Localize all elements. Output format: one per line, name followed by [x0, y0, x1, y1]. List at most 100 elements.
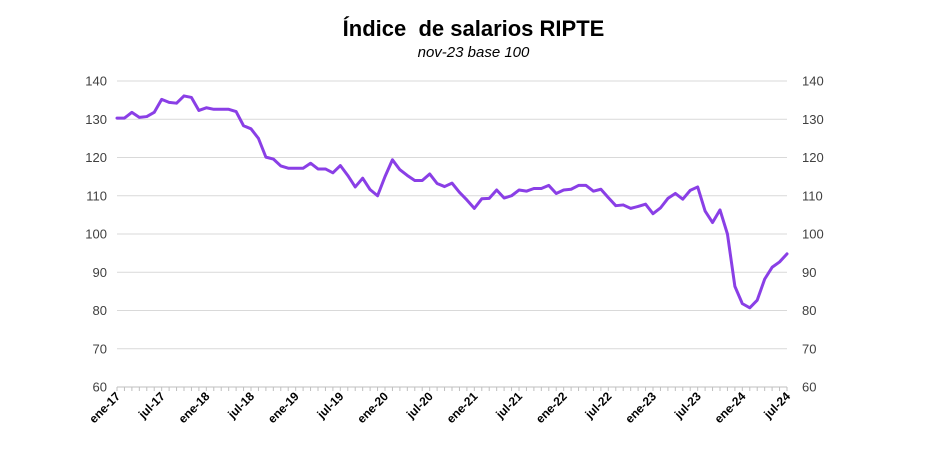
y-axis-left-labels: 60 70 80 90 100 110 120 130 140 [85, 74, 107, 395]
data-point [227, 108, 230, 111]
data-point [555, 192, 558, 195]
x-tick-label: jul-19 [314, 389, 347, 422]
data-point [160, 98, 163, 101]
y-tick-label-left: 140 [85, 74, 107, 89]
data-point [696, 185, 699, 189]
data-point [428, 172, 431, 176]
data-point [756, 298, 759, 302]
data-point [413, 179, 416, 182]
data-point [636, 205, 640, 208]
gridlines [117, 80, 787, 350]
data-point [153, 111, 156, 114]
data-point [406, 174, 409, 177]
data-point [421, 179, 424, 182]
data-point [398, 168, 402, 171]
x-tick-label: jul-18 [224, 389, 257, 422]
data-point [220, 108, 223, 111]
data-point [130, 111, 134, 114]
data-point [115, 116, 119, 120]
data-point [689, 189, 692, 192]
x-tick-label: jul-20 [403, 389, 436, 422]
series-lines [115, 94, 789, 310]
data-point [346, 174, 349, 177]
x-tick-label: ene-21 [444, 389, 481, 426]
data-point [182, 94, 186, 98]
y-tick-label-right: 110 [802, 188, 823, 203]
data-point [480, 197, 483, 201]
data-point [458, 191, 461, 194]
data-point [540, 187, 543, 190]
x-tick-label: jul-22 [582, 389, 615, 422]
data-point [383, 175, 387, 178]
x-tick-label: jul-17 [135, 389, 168, 422]
y-tick-label-right: 120 [802, 150, 824, 165]
data-point [629, 207, 632, 210]
x-tick-label: ene-19 [265, 389, 302, 426]
data-point [272, 157, 275, 161]
y-tick-label-right: 100 [802, 227, 824, 242]
chart-subtitle: nov-23 base 100 [417, 44, 530, 61]
x-tick-label: ene-18 [176, 389, 213, 426]
y-tick-label-left: 60 [93, 380, 107, 395]
x-tick-label: jul-23 [671, 389, 704, 422]
x-tick-label: jul-24 [760, 389, 793, 422]
data-point [167, 101, 171, 104]
y-tick-label-left: 130 [85, 112, 107, 127]
data-point [703, 209, 707, 213]
y-tick-label-left: 80 [93, 303, 107, 318]
data-point [525, 189, 528, 193]
data-point [592, 189, 595, 193]
x-axis-labels: ene-17 jul-17 ene-18 jul-18 ene-19 jul-19 ene-… [86, 389, 793, 426]
data-point [562, 188, 565, 192]
data-point [495, 188, 498, 192]
x-tick-label: ene-20 [354, 389, 391, 426]
y-tick-label-left: 100 [85, 227, 107, 242]
data-point [770, 266, 774, 269]
data-point [718, 208, 722, 212]
data-point [488, 197, 491, 200]
data-point [681, 197, 684, 201]
data-point [301, 167, 305, 170]
data-point [778, 260, 781, 264]
data-point [331, 171, 335, 174]
y-tick-label-right: 80 [802, 303, 816, 318]
data-point [123, 116, 126, 120]
data-point [197, 109, 201, 112]
data-point [376, 194, 379, 197]
data-point [741, 302, 744, 305]
data-point [249, 127, 253, 131]
data-point [651, 212, 655, 215]
data-point [473, 207, 476, 210]
y-tick-label-left: 90 [93, 265, 107, 280]
x-tick-label: jul-21 [492, 389, 525, 422]
data-point [354, 185, 357, 189]
data-point [257, 137, 260, 140]
data-point [443, 185, 446, 188]
data-point [517, 188, 521, 192]
y-tick-label-left: 120 [85, 150, 107, 165]
data-point [368, 188, 372, 191]
data-point [339, 164, 342, 167]
data-point [138, 116, 141, 119]
data-point [391, 158, 394, 161]
data-point [599, 188, 603, 191]
y-tick-label-right: 60 [802, 380, 816, 395]
data-point [287, 167, 290, 170]
series-line-ripte [115, 94, 789, 310]
data-point [465, 198, 469, 202]
y-tick-label-right: 130 [802, 112, 824, 127]
data-point [264, 155, 268, 159]
data-point [659, 206, 662, 210]
data-point [234, 110, 238, 113]
data-point [674, 192, 677, 195]
data-point [644, 202, 647, 206]
data-point [316, 167, 320, 171]
x-tick-label: ene-24 [712, 389, 749, 426]
data-point [242, 124, 245, 127]
data-points [115, 94, 789, 310]
data-point [733, 285, 737, 288]
data-point [748, 306, 751, 310]
data-point [361, 176, 364, 180]
data-point [577, 184, 580, 187]
data-point [666, 197, 670, 200]
